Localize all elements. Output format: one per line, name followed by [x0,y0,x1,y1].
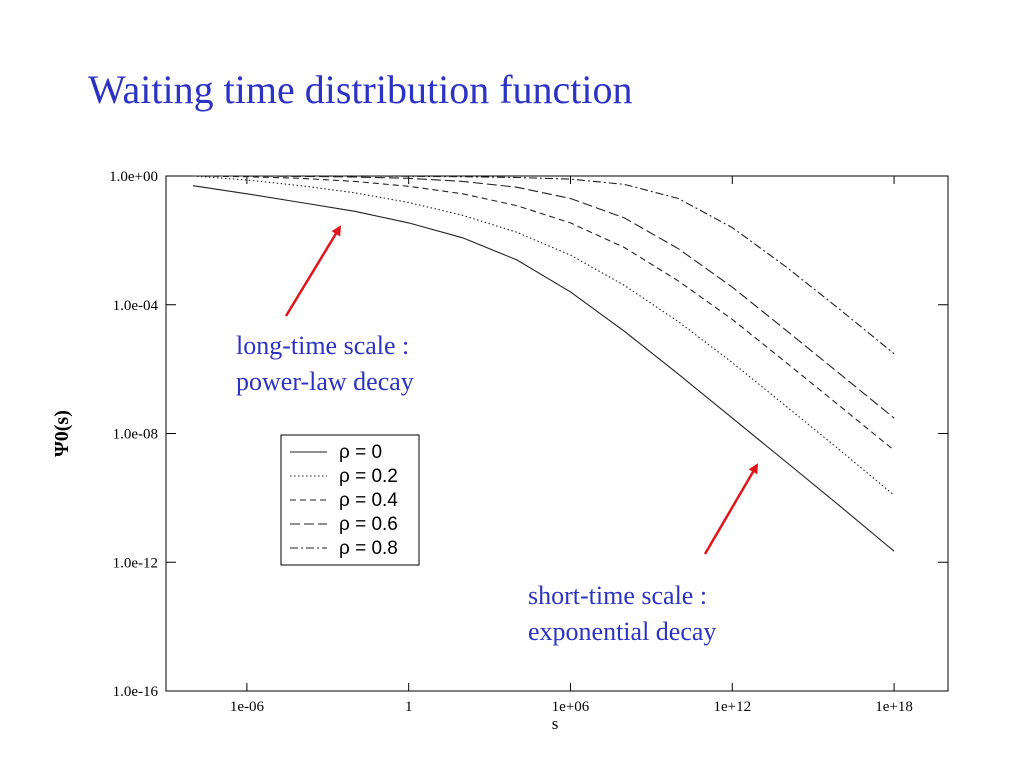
legend-label-2: ρ = 0.4 [339,490,398,511]
x-tick-label: 1 [405,699,413,715]
series-line-2 [192,175,895,451]
series-line-0 [192,185,895,552]
y-tick-label: 1.0e-12 [113,555,158,571]
y-tick-label: 1.0e-08 [113,427,158,443]
legend-label-0: ρ = 0 [339,442,382,463]
legend-label-4: ρ = 0.8 [339,538,398,559]
y-tick-label: 1.0e-16 [113,684,159,700]
annotation-short-time-line1: short-time scale : [528,581,708,610]
x-tick-label: 1e+12 [713,699,751,715]
x-tick-label: 1e+06 [552,699,590,715]
arrow-long-time [284,225,342,317]
series-line-4 [193,175,895,355]
annotation-long-time: long-time scale : power-law decay [236,328,414,400]
slide-title: Waiting time distribution function [88,67,633,112]
annotation-short-time-line2: exponential decay [528,617,717,646]
y-tick-label: 1.0e-04 [113,298,159,314]
y-tick-label: 1.0e+00 [109,169,158,185]
annotation-long-time-line2: power-law decay [236,367,414,396]
annotation-long-time-line1: long-time scale : [236,331,410,360]
legend-label-1: ρ = 0.2 [339,466,398,487]
y-axis-label: Ψ0(s) [51,410,73,457]
x-tick-label: 1e-06 [230,699,265,715]
x-axis-label: s [552,714,559,733]
arrow-short-time [703,463,759,555]
x-tick-label: 1e+18 [875,699,913,715]
series-line-1 [192,175,895,496]
annotation-short-time: short-time scale : exponential decay [528,578,716,650]
legend-label-3: ρ = 0.6 [339,514,398,535]
